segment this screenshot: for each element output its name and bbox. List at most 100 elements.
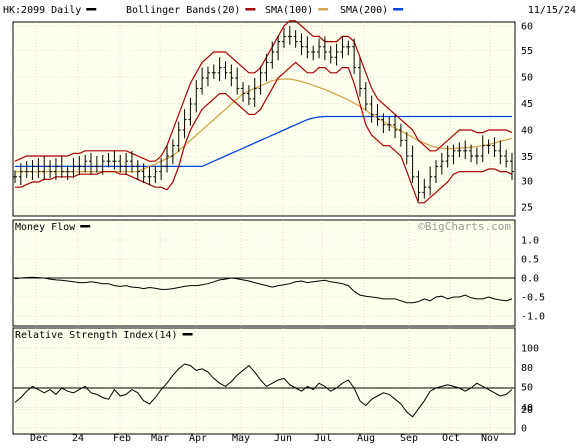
price-bar: [276, 35, 281, 61]
money-flow-line: [14, 276, 513, 304]
price-bar: [504, 149, 509, 168]
x-axis: Dec 24 Feb Mar Apr May Jun Jul Aug Sep Oct Nov: [30, 433, 499, 444]
price-bar: [235, 67, 240, 95]
price-bar: [223, 61, 228, 80]
price-bar: [24, 161, 29, 178]
price-bar: [346, 40, 351, 56]
panel-frame: [12, 327, 516, 435]
y-tick-label: 45: [521, 99, 533, 110]
price-bar: [474, 147, 479, 165]
bollinger-lower-line: [15, 61, 513, 204]
price-bar: [229, 64, 234, 87]
y-tick-label: -1.0: [521, 312, 545, 323]
price-bar: [135, 160, 140, 180]
price-bar: [59, 156, 64, 178]
legend-swatch: [318, 8, 329, 11]
panel-title: Money Flow: [15, 222, 76, 233]
price-bar: [451, 144, 456, 165]
x-tick-label: Jul: [314, 433, 332, 444]
price-bar: [457, 142, 462, 158]
price-bar: [510, 152, 514, 180]
price-bar: [264, 54, 269, 82]
price-bar: [170, 139, 175, 165]
watermark: ©BigCharts.com: [418, 220, 511, 233]
price-bar: [246, 85, 251, 106]
x-tick-label: Apr: [189, 433, 207, 444]
legend-label: SMA(100): [265, 5, 313, 16]
panel-frame: [12, 21, 516, 217]
price-bar: [486, 139, 491, 154]
y-tick-label: 50: [521, 73, 533, 84]
price-bar: [71, 158, 76, 178]
y-tick-label: 80: [521, 363, 533, 374]
price-bar: [112, 150, 117, 170]
chart-header: HK:2099 Daily Bollinger Bands(20) SMA(100)…: [3, 5, 576, 16]
price-bar: [252, 78, 257, 108]
panel-money-flow: 1.0 0.5 0.0 -0.5 -1.0 Money Flow ©BigCharts.co…: [12, 219, 545, 327]
legend-label: Bollinger Bands(20): [126, 5, 240, 16]
x-tick-label: Jun: [274, 433, 292, 444]
x-tick-label: Oct: [442, 433, 460, 444]
price-bar: [410, 145, 415, 184]
price-bar: [100, 154, 105, 175]
price-bar: [194, 80, 199, 113]
x-tick-label: Mar: [151, 433, 169, 444]
price-bar: [77, 156, 82, 175]
price-bar: [182, 109, 187, 139]
panel-price: 60 55 50 45 40 35 30 25: [12, 20, 533, 217]
price-bar: [299, 33, 304, 56]
panel-title: Relative Strength Index(14): [15, 330, 178, 341]
price-bar: [375, 104, 380, 126]
price-bar: [317, 38, 322, 59]
x-tick-label: Nov: [481, 433, 499, 444]
price-bar: [352, 38, 357, 74]
y-tick-label: 60: [521, 22, 533, 33]
legend-label: SMA(200): [340, 5, 388, 16]
price-bar: [42, 156, 47, 180]
price-bar: [153, 165, 158, 184]
price-bar: [53, 158, 58, 180]
price-bar: [416, 170, 421, 201]
price-bar: [322, 36, 327, 61]
price-bar: [287, 26, 292, 45]
price-bar: [334, 43, 339, 66]
price-bar: [404, 132, 409, 165]
x-tick-label: May: [232, 433, 250, 444]
legend-swatch: [86, 8, 97, 11]
y-tick-label: 30: [521, 177, 533, 188]
panel-frame: [12, 219, 516, 327]
price-bar: [124, 152, 129, 175]
price-bar: [381, 113, 386, 134]
price-bar: [65, 165, 70, 180]
price-bar: [305, 36, 310, 59]
y-tick-label: 40: [521, 126, 533, 137]
legend-label: HK:2099 Daily: [3, 5, 81, 16]
y-tick-label: 0.0: [521, 274, 539, 285]
y-tick-label: 35: [521, 152, 533, 163]
legend-swatch: [245, 8, 256, 11]
y-tick-label: 0: [521, 424, 527, 435]
price-bar: [357, 57, 362, 97]
price-bar: [281, 28, 286, 48]
price-bar: [422, 178, 427, 199]
price-bar: [141, 163, 146, 184]
price-bar: [463, 140, 468, 160]
price-bar: [387, 116, 392, 132]
y-tick-label: 50: [521, 383, 533, 394]
y-tick-label: 20: [521, 405, 533, 416]
panel-title-swatch: [182, 333, 193, 336]
rsi-line: [14, 363, 513, 418]
price-bar: [393, 114, 398, 139]
y-tick-label: 25: [521, 203, 533, 214]
price-bar: [398, 123, 403, 147]
price-bar: [480, 135, 485, 163]
price-bar: [83, 154, 88, 173]
price-bar: [129, 150, 134, 173]
price-bar: [211, 64, 216, 80]
price-bar: [433, 160, 438, 184]
price-bar: [428, 166, 433, 196]
y-tick-label: 0.5: [521, 255, 539, 266]
